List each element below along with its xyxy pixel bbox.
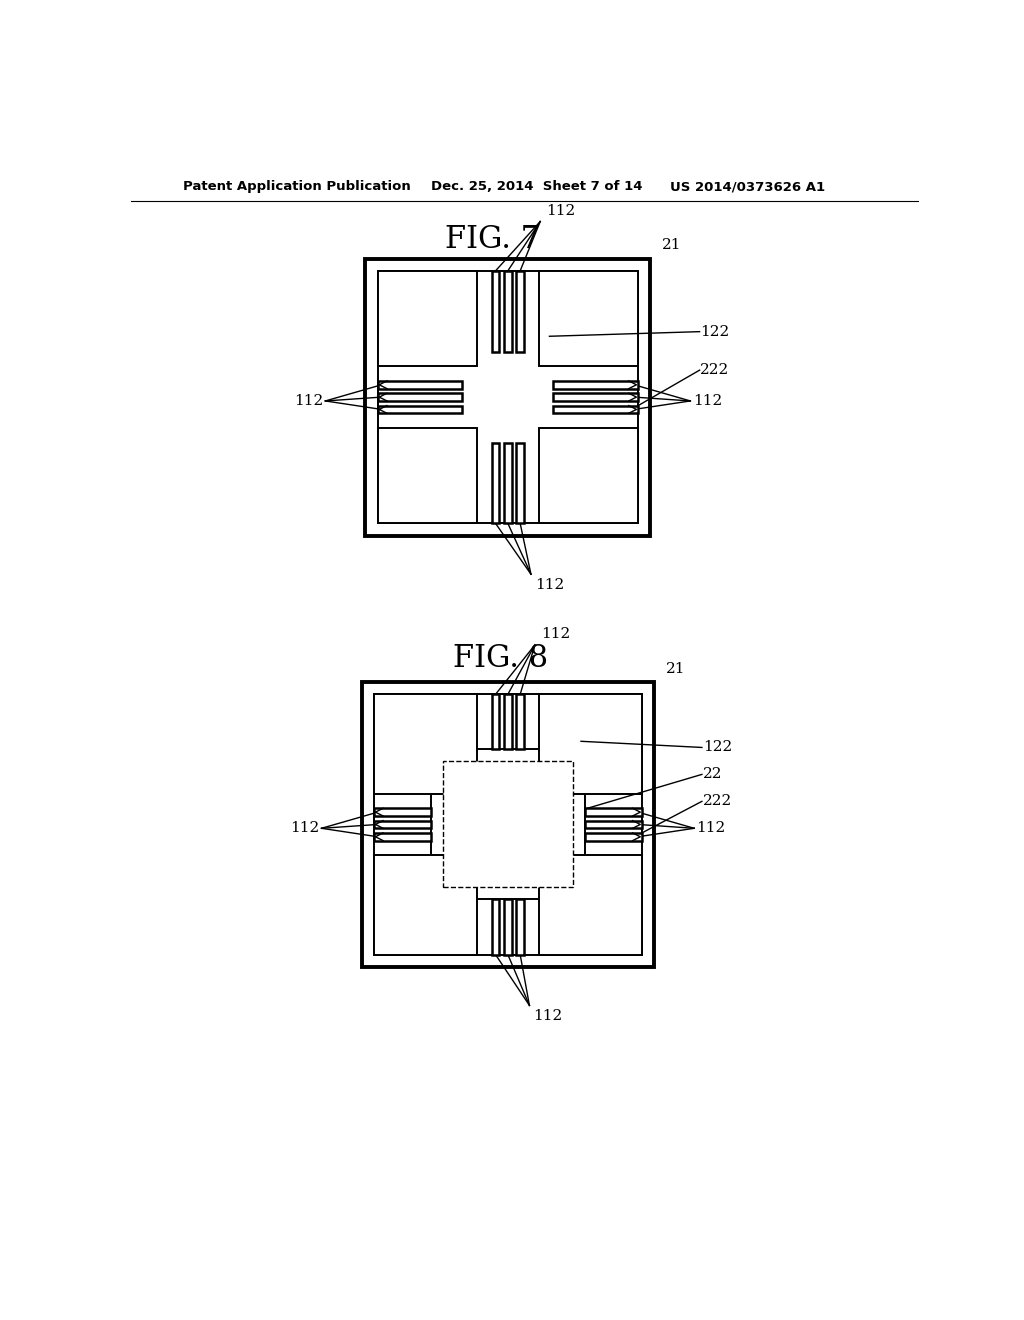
Bar	[553, 393, 638, 401]
Bar	[504, 442, 512, 524]
Bar	[516, 899, 524, 954]
Text: 112: 112	[535, 578, 564, 593]
Bar	[553, 405, 638, 413]
Bar	[378, 428, 477, 524]
Text: 222: 222	[702, 795, 732, 808]
Bar	[539, 855, 642, 954]
Bar	[378, 405, 463, 413]
Bar	[553, 381, 638, 388]
Bar	[443, 762, 572, 887]
Text: 112: 112	[541, 627, 570, 642]
Bar	[516, 442, 524, 524]
Bar	[492, 694, 500, 748]
Text: 112: 112	[534, 1010, 562, 1023]
Text: 122: 122	[702, 741, 732, 755]
Text: FIG. 7: FIG. 7	[444, 224, 540, 255]
Bar	[374, 808, 431, 816]
Bar	[374, 694, 642, 954]
Text: 122: 122	[700, 325, 730, 339]
Bar	[431, 748, 585, 899]
Bar	[516, 271, 524, 351]
Bar	[378, 381, 463, 388]
Bar	[585, 821, 642, 829]
Text: 112: 112	[692, 393, 722, 408]
Bar	[539, 694, 642, 793]
Text: 21: 21	[666, 661, 685, 676]
Text: 112: 112	[290, 821, 319, 836]
Bar	[378, 393, 463, 401]
Bar	[539, 428, 638, 524]
Bar	[378, 271, 638, 524]
Bar	[492, 442, 500, 524]
Bar	[585, 833, 642, 841]
Text: Dec. 25, 2014  Sheet 7 of 14: Dec. 25, 2014 Sheet 7 of 14	[431, 181, 642, 194]
Bar	[378, 271, 477, 367]
Bar	[585, 808, 642, 816]
Text: 112: 112	[696, 821, 726, 836]
Text: US 2014/0373626 A1: US 2014/0373626 A1	[670, 181, 824, 194]
Bar	[374, 694, 477, 793]
Bar	[361, 682, 654, 966]
Bar	[492, 271, 500, 351]
Text: FIG. 8: FIG. 8	[453, 643, 548, 675]
Bar	[504, 899, 512, 954]
Bar	[492, 899, 500, 954]
Bar	[539, 271, 638, 367]
Text: 112: 112	[294, 393, 323, 408]
Text: 112: 112	[547, 203, 575, 218]
Bar	[374, 821, 431, 829]
Bar	[504, 694, 512, 748]
Bar	[504, 271, 512, 351]
Text: 21: 21	[662, 239, 681, 252]
Bar	[374, 833, 431, 841]
Bar	[366, 259, 650, 536]
Bar	[374, 855, 477, 954]
Text: 22: 22	[702, 767, 722, 781]
Bar	[516, 694, 524, 748]
Text: 222: 222	[700, 363, 730, 378]
Text: Patent Application Publication: Patent Application Publication	[183, 181, 411, 194]
